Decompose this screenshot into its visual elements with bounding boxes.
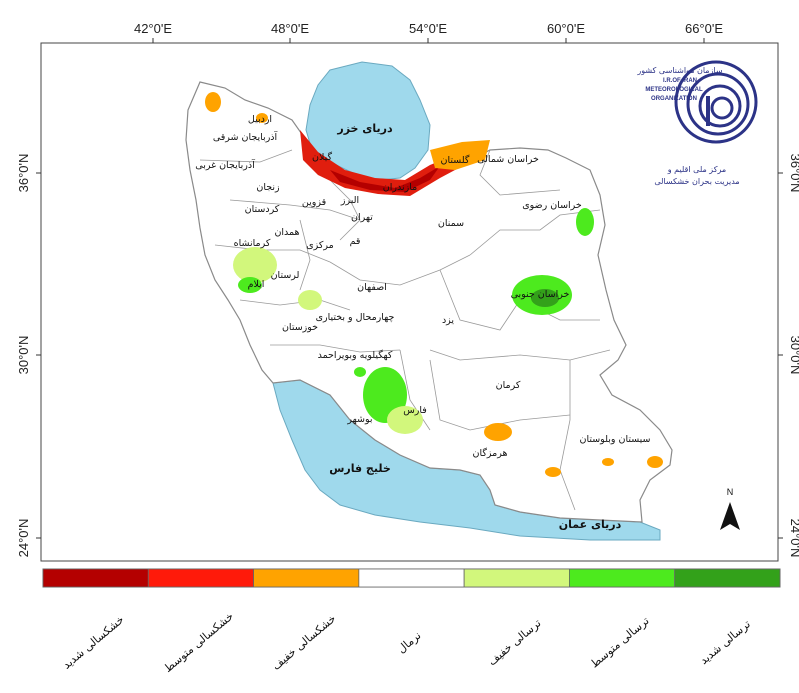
province-label: اصفهان bbox=[357, 282, 387, 293]
legend-swatch bbox=[358, 568, 465, 588]
caspian-sea bbox=[305, 61, 431, 181]
logo-org-en-2: METEOROLOGICAL bbox=[645, 87, 703, 93]
legend-label: ترسالی شدید bbox=[697, 618, 753, 668]
drought-azarbaijan bbox=[205, 92, 221, 112]
longitude-label: 66°0'E bbox=[685, 21, 723, 36]
legend-label: خشکسالی خفیف bbox=[270, 612, 339, 673]
wet-south-khorasan-core bbox=[531, 289, 559, 307]
longitude-label: 54°0'E bbox=[409, 21, 447, 36]
legend-swatch bbox=[463, 568, 570, 588]
province-label: کهگیلویه وبویراحمد bbox=[318, 349, 393, 361]
latitude-label: 36°0'N bbox=[788, 154, 799, 193]
longitude-label: 48°0'E bbox=[271, 21, 309, 36]
province-label: سمنان bbox=[438, 218, 464, 229]
province-label: قزوین bbox=[302, 197, 326, 208]
wet-ilam bbox=[238, 277, 262, 293]
logo-org-fa: سازمان هواشناسی کشور bbox=[636, 66, 722, 75]
province-label: چهارمحال و بختیاری bbox=[316, 312, 395, 323]
longitude-label: 42°0'E bbox=[134, 21, 172, 36]
legend-label: ترسالی خفیف bbox=[486, 617, 544, 669]
wet-west bbox=[233, 247, 277, 283]
drought-hormozgan bbox=[484, 423, 512, 441]
caspian-label: دریای خزر bbox=[336, 122, 393, 135]
province-label: تهران bbox=[351, 212, 373, 223]
province-label: بوشهر bbox=[346, 414, 372, 425]
province-label: کرمانشاه bbox=[234, 238, 271, 249]
province-label: سیستان وبلوستان bbox=[579, 434, 650, 445]
wet-razavi bbox=[576, 208, 594, 236]
wet-fars-small bbox=[354, 367, 366, 377]
province-label: کرمان bbox=[496, 380, 521, 391]
latitude-label: 24°0'N bbox=[788, 519, 799, 558]
province-label: کردستان bbox=[245, 204, 280, 215]
legend-swatch bbox=[674, 568, 781, 588]
longitude-label: 60°0'E bbox=[547, 21, 585, 36]
province-label: خراسان رضوی bbox=[522, 200, 582, 211]
meteorological-organization-logo: سازمان هواشناسی کشور I.R.OF IRAN METEORO… bbox=[636, 60, 758, 186]
province-label: لرستان bbox=[271, 270, 300, 281]
province-label: آذربایجان شرقی bbox=[213, 130, 278, 143]
province-label: یزد bbox=[442, 315, 454, 326]
province-label: فارس bbox=[403, 405, 427, 416]
drought-ardabil bbox=[256, 113, 268, 123]
province-label: خراسان شمالی bbox=[477, 154, 539, 165]
legend-swatch bbox=[147, 568, 254, 588]
drought-strip-core bbox=[330, 166, 440, 192]
province-label: مازندران bbox=[383, 182, 417, 193]
drought-golestan bbox=[430, 140, 490, 170]
graticule-ticks bbox=[36, 38, 783, 539]
province-label: خراسان جنوبی bbox=[511, 289, 570, 300]
province-label: مرکزی bbox=[306, 240, 334, 251]
north-arrow: N bbox=[720, 487, 740, 530]
north-arrow-label: N bbox=[727, 487, 734, 497]
province-label: هرمزگان bbox=[473, 447, 508, 459]
drought-baluch bbox=[545, 467, 561, 477]
province-label: همدان bbox=[274, 227, 299, 238]
wet-fars-light bbox=[387, 406, 423, 434]
logo-org-en-1: I.R.OF IRAN bbox=[663, 78, 697, 84]
province-label: اردبیل bbox=[248, 114, 272, 125]
persian-gulf-label: خلیج فارس bbox=[329, 462, 391, 475]
province-label: زنجان bbox=[256, 182, 280, 193]
latitude-label: 30°0'N bbox=[16, 336, 31, 375]
drought-sistan-2 bbox=[602, 458, 614, 466]
legend: خشکسالی شدید خشکسالی متوسط خشکسالی خفیف نرم… bbox=[42, 568, 781, 676]
legend-swatch bbox=[253, 568, 360, 588]
latitude-label: 24°0'N bbox=[16, 519, 31, 558]
province-borders bbox=[199, 149, 611, 511]
province-label: البرز bbox=[340, 195, 359, 206]
oman-sea-label: دریای عمان bbox=[559, 518, 622, 531]
logo-center-fa-2: مدیریت بحران خشکسالی bbox=[654, 177, 739, 186]
province-label: ایلام bbox=[248, 279, 265, 290]
legend-label: خشکسالی متوسط bbox=[161, 610, 236, 676]
province-label: آذربایجان غربی bbox=[195, 158, 255, 171]
province-label: خوزستان bbox=[282, 322, 318, 333]
logo-org-en-3: ORGANIZATION bbox=[651, 96, 697, 102]
legend-swatch bbox=[569, 568, 676, 588]
wet-khuzestan bbox=[298, 290, 322, 310]
drought-sistan-1 bbox=[647, 456, 663, 468]
severity-patches bbox=[205, 92, 663, 477]
legend-label: خشکسالی شدید bbox=[60, 613, 126, 672]
logo-center-fa-1: مرکز ملی اقلیم و bbox=[667, 165, 726, 174]
legend-label: نرمال bbox=[395, 629, 424, 656]
legend-swatch bbox=[42, 568, 149, 588]
legend-label: ترسالی متوسط bbox=[588, 614, 652, 670]
latitude-label: 36°0'N bbox=[16, 154, 31, 193]
latitude-label: 30°0'N bbox=[788, 336, 799, 375]
province-label: گلستان bbox=[441, 154, 470, 166]
province-label: قم bbox=[350, 236, 361, 247]
province-label: گیلان bbox=[312, 151, 333, 163]
north-arrow-icon bbox=[720, 502, 740, 530]
